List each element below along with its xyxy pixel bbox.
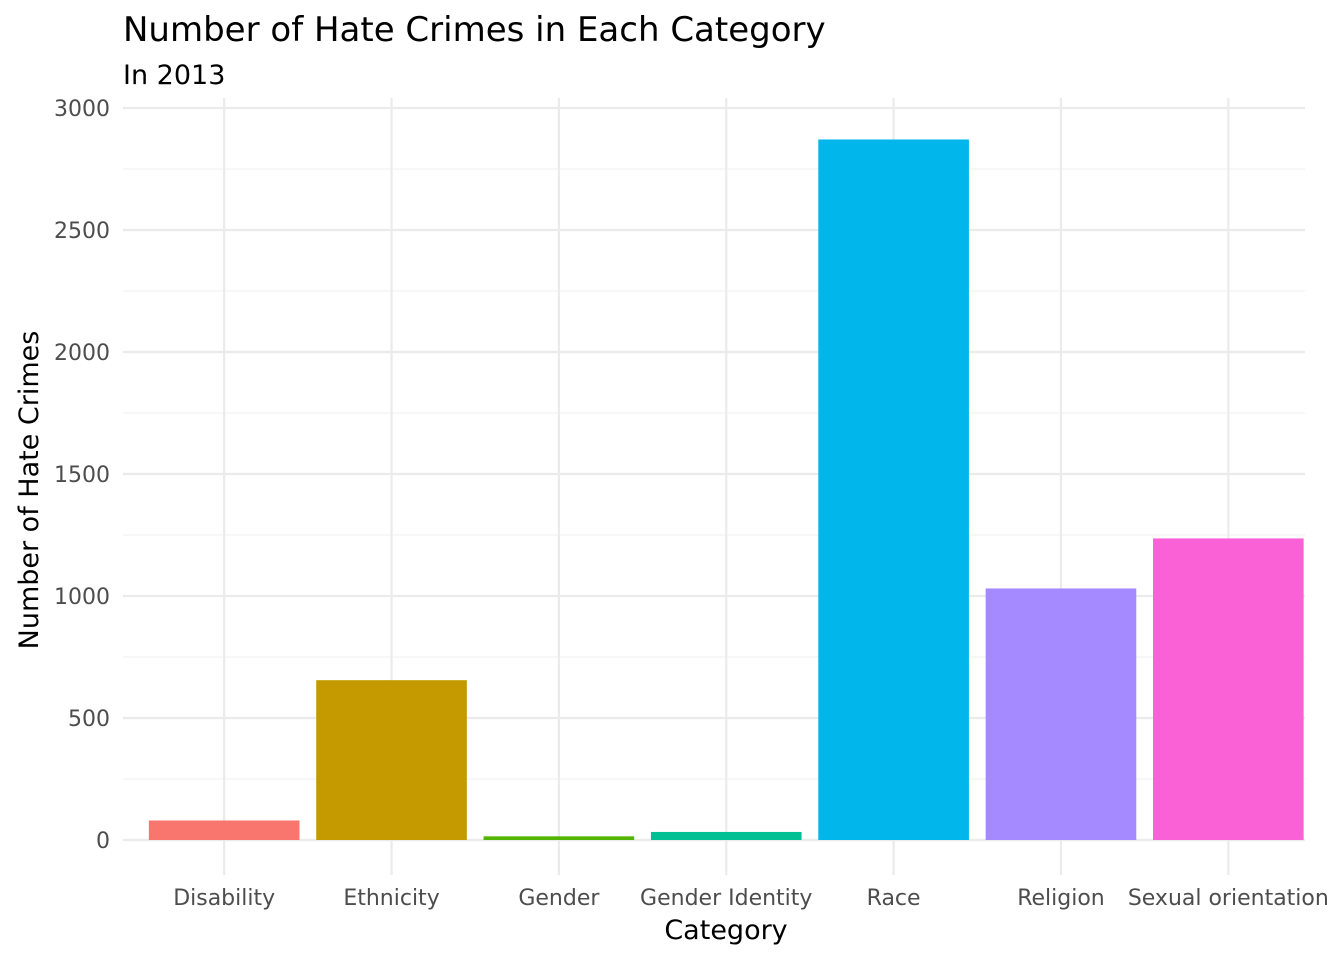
bars [148, 139, 1304, 840]
x-tick-label: Race [867, 886, 921, 911]
y-tick-label: 2000 [54, 341, 110, 366]
x-axis-title: Category [664, 915, 787, 946]
x-tick-label: Sexual orientation [1128, 886, 1329, 911]
y-tick-label: 1500 [54, 463, 110, 488]
x-tick-label: Ethnicity [343, 886, 439, 911]
bar-gender [483, 836, 635, 840]
x-tick-label: Religion [1017, 886, 1105, 911]
x-tick-label: Disability [173, 886, 275, 911]
y-axis-ticks: 0 500 1000 1500 2000 2500 3000 [54, 97, 110, 854]
y-tick-label: 500 [68, 707, 110, 732]
bar-ethnicity [316, 680, 467, 840]
chart-title: Number of Hate Crimes in Each Category [123, 10, 826, 50]
y-axis-title: Number of Hate Crimes [14, 331, 45, 650]
x-axis-ticks: Disability Ethnicity Gender Gender Identity… [173, 886, 1329, 911]
y-tick-label: 2500 [54, 219, 110, 244]
x-tick-label: Gender Identity [640, 886, 812, 911]
x-tick-label: Gender [518, 886, 600, 911]
bar-sexual-orientation [1153, 538, 1304, 840]
bar-gender-identity [650, 831, 802, 840]
y-tick-label: 0 [96, 829, 110, 854]
bar-disability [148, 820, 300, 840]
y-tick-label: 1000 [54, 585, 110, 610]
bar-race [818, 139, 969, 840]
chart-subtitle: In 2013 [123, 60, 225, 91]
y-tick-label: 3000 [54, 97, 110, 122]
bar-religion [985, 588, 1137, 840]
